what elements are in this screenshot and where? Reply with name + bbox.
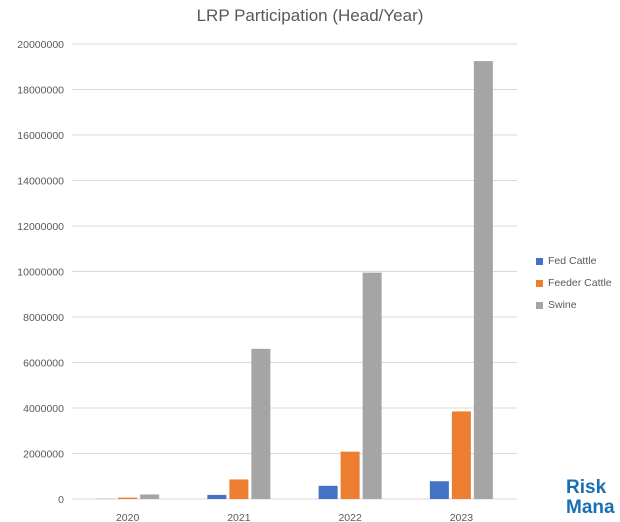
- legend-swatch: [536, 279, 543, 287]
- bar: [429, 481, 449, 499]
- y-tick-label: 12000000: [17, 221, 64, 233]
- legend-item: Swine: [536, 294, 612, 316]
- chart-title: LRP Participation (Head/Year): [196, 6, 424, 25]
- logo-line-1: Risk: [566, 477, 607, 498]
- bar: [451, 411, 471, 499]
- legend-label: Swine: [548, 299, 577, 311]
- logo-line-2: Mana: [566, 497, 615, 518]
- legend-swatch: [536, 301, 543, 309]
- y-tick-label: 20000000: [17, 39, 64, 51]
- y-tick-label: 14000000: [17, 176, 64, 188]
- bar: [140, 494, 160, 499]
- y-tick-label: 4000000: [23, 403, 64, 415]
- y-tick-label: 18000000: [17, 85, 64, 97]
- brand-logo: Risk Mana: [566, 478, 615, 518]
- x-tick-label: 2022: [338, 512, 362, 522]
- bar: [229, 479, 249, 499]
- legend-item: Feeder Cattle: [536, 272, 612, 294]
- legend-label: Fed Cattle: [548, 255, 597, 267]
- x-tick-label: 2023: [450, 512, 474, 522]
- legend-swatch: [536, 257, 543, 265]
- bar: [473, 61, 493, 499]
- y-tick-label: 10000000: [17, 267, 64, 279]
- bar: [362, 272, 382, 499]
- bar: [340, 451, 360, 499]
- y-tick-label: 0: [58, 494, 64, 506]
- bar: [318, 485, 338, 499]
- x-tick-label: 2020: [116, 512, 140, 522]
- y-tick-label: 6000000: [23, 358, 64, 370]
- legend-label: Feeder Cattle: [548, 277, 612, 289]
- bar: [207, 494, 227, 499]
- bar: [118, 497, 138, 499]
- x-tick-label: 2021: [227, 512, 251, 522]
- legend-item: Fed Cattle: [536, 250, 612, 272]
- y-tick-label: 2000000: [23, 449, 64, 461]
- legend: Fed Cattle Feeder Cattle Swine: [536, 250, 612, 316]
- bar: [251, 348, 271, 499]
- y-tick-label: 8000000: [23, 312, 64, 324]
- y-tick-label: 16000000: [17, 130, 64, 142]
